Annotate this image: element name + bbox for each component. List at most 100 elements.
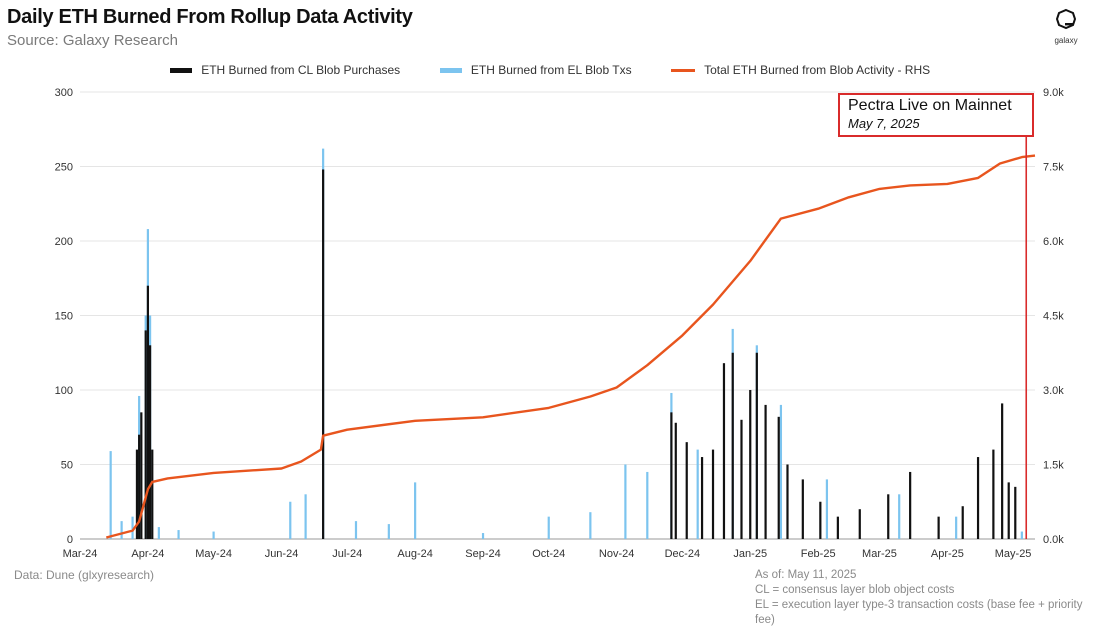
footnote-el: EL = execution layer type-3 transaction … bbox=[755, 599, 1083, 626]
cl-bar bbox=[819, 501, 822, 539]
x-tick-label: Jul-24 bbox=[332, 548, 362, 560]
el-bar bbox=[1020, 531, 1023, 539]
cl-bar bbox=[731, 352, 734, 539]
annotation-date: May 7, 2025 bbox=[848, 116, 920, 131]
legend-swatch-el bbox=[439, 68, 462, 74]
cl-bar bbox=[976, 457, 980, 539]
cl-bar bbox=[722, 363, 726, 539]
cl-bar bbox=[700, 457, 704, 539]
el-bar bbox=[120, 521, 123, 539]
cl-bar bbox=[786, 464, 789, 539]
y-right-tick-label: 6.0k bbox=[1043, 236, 1064, 248]
chart-subtitle: Source: Galaxy Research bbox=[7, 32, 178, 49]
cl-bar bbox=[674, 422, 677, 539]
y-left-tick-label: 300 bbox=[55, 87, 73, 99]
el-bar bbox=[589, 512, 592, 539]
cl-bar bbox=[777, 416, 780, 539]
el-bar bbox=[177, 530, 180, 539]
galaxy-logo: galaxy bbox=[1050, 8, 1082, 45]
cl-bar bbox=[146, 285, 150, 539]
x-tick-label: Jan-25 bbox=[733, 548, 767, 560]
y-right-tick-label: 3.0k bbox=[1043, 385, 1064, 397]
legend-label-cl: ETH Burned from CL Blob Purchases bbox=[201, 62, 401, 77]
cl-bar bbox=[144, 330, 147, 539]
pectra-annotation-box: Pectra Live on Mainnet May 7, 2025 bbox=[838, 93, 1034, 137]
cl-bar bbox=[961, 506, 964, 539]
cl-bar bbox=[138, 434, 141, 539]
x-tick-label: Dec-24 bbox=[665, 548, 700, 560]
total-burned-line bbox=[105, 154, 1036, 539]
y-right-tick-label: 1.5k bbox=[1043, 460, 1064, 472]
y-left-tick-label: 250 bbox=[55, 162, 73, 174]
cl-bar bbox=[140, 412, 143, 539]
el-bar bbox=[387, 524, 390, 539]
y-left-tick-label: 50 bbox=[61, 460, 73, 472]
el-bar bbox=[898, 494, 901, 539]
annotation-title: Pectra Live on Mainnet bbox=[848, 97, 1012, 114]
y-right-tick-label: 7.5k bbox=[1043, 162, 1064, 174]
cl-bar bbox=[1007, 482, 1010, 539]
x-tick-label: May-24 bbox=[195, 548, 232, 560]
y-left-tick-label: 150 bbox=[55, 311, 73, 323]
cl-bar bbox=[858, 509, 861, 539]
x-tick-label: Apr-24 bbox=[131, 548, 164, 560]
cl-bar bbox=[135, 449, 139, 539]
cl-bar bbox=[801, 479, 804, 539]
cl-bar bbox=[151, 449, 154, 539]
cl-bar bbox=[685, 442, 688, 539]
x-tick-label: Sep-24 bbox=[465, 548, 500, 560]
el-bar bbox=[212, 531, 215, 539]
el-bar bbox=[289, 501, 292, 539]
x-tick-label: Mar-25 bbox=[862, 548, 897, 560]
cl-bar bbox=[755, 352, 758, 539]
cl-bar bbox=[749, 390, 752, 539]
cl-bar bbox=[937, 516, 940, 539]
el-bar bbox=[825, 479, 829, 539]
legend-item-cl: ETH Burned from CL Blob Purchases bbox=[169, 62, 401, 77]
legend-label-el: ETH Burned from EL Blob Txs bbox=[470, 62, 632, 77]
el-bar bbox=[481, 533, 485, 539]
y-right-tick-label: 0.0k bbox=[1043, 534, 1064, 546]
footnote-as-of: As of: May 11, 2025 bbox=[755, 569, 857, 581]
logo-wordmark: galaxy bbox=[1054, 36, 1078, 45]
el-bar bbox=[696, 449, 699, 539]
x-tick-label: Aug-24 bbox=[397, 548, 432, 560]
el-bar bbox=[131, 516, 134, 539]
el-bar bbox=[646, 471, 649, 539]
el-bar bbox=[779, 404, 783, 539]
y-right-tick-label: 4.5k bbox=[1043, 311, 1064, 323]
x-tick-label: Nov-24 bbox=[599, 548, 634, 560]
legend-label-total: Total ETH Burned from Blob Activity - RH… bbox=[704, 62, 931, 77]
el-bar bbox=[414, 482, 417, 539]
legend-swatch-total bbox=[670, 69, 695, 73]
cl-bar bbox=[1014, 486, 1017, 539]
legend-item-total: Total ETH Burned from Blob Activity - RH… bbox=[670, 62, 931, 77]
y-left-tick-label: 200 bbox=[55, 236, 73, 248]
legend-swatch-cl bbox=[169, 68, 192, 74]
x-tick-label: Apr-25 bbox=[931, 548, 964, 560]
cl-bar bbox=[836, 516, 839, 539]
footnote-cl: CL = consensus layer blob object costs bbox=[755, 584, 955, 596]
chart-legend: ETH Burned from CL Blob Purchases ETH Bu… bbox=[0, 62, 1100, 77]
legend-item-el: ETH Burned from EL Blob Txs bbox=[439, 62, 632, 77]
cl-bar bbox=[764, 404, 767, 539]
x-tick-label: May-25 bbox=[995, 548, 1032, 560]
cl-bar bbox=[148, 345, 152, 539]
cl-bar bbox=[887, 494, 890, 539]
el-bar bbox=[354, 521, 358, 539]
x-tick-label: Oct-24 bbox=[532, 548, 565, 560]
y-right-tick-label: 9.0k bbox=[1043, 87, 1064, 99]
data-source-note: Data: Dune (glxyresearch) bbox=[14, 568, 155, 582]
el-bar bbox=[109, 451, 112, 539]
cl-bar bbox=[670, 412, 673, 539]
footnotes: As of: May 11, 2025 CL = consensus layer… bbox=[755, 568, 1100, 628]
chart-title: Daily ETH Burned From Rollup Data Activi… bbox=[7, 6, 413, 28]
x-tick-label: Mar-24 bbox=[63, 548, 98, 560]
galaxy-logo-icon bbox=[1055, 8, 1077, 30]
el-bar bbox=[304, 494, 307, 539]
cl-bar bbox=[711, 449, 715, 539]
el-bar bbox=[624, 464, 627, 539]
y-left-tick-label: 0 bbox=[67, 534, 73, 546]
cl-bar bbox=[1001, 403, 1004, 539]
